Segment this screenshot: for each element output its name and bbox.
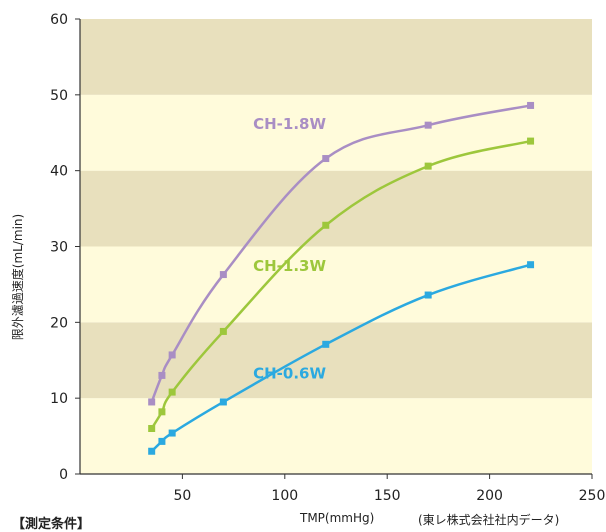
- data-point-CH-1.3W: [424, 162, 432, 170]
- data-point-CH-0.6W: [322, 340, 330, 348]
- y-tick-labels: 0 10 20 30 40 50 60: [50, 12, 68, 483]
- data-point-CH-0.6W: [527, 261, 535, 269]
- data-point-CH-1.3W: [527, 137, 535, 145]
- y-tick-label: 10: [50, 391, 68, 407]
- axes: [75, 18, 593, 479]
- source-note: (東レ株式会社社内データ): [418, 513, 560, 527]
- band-0-10: [80, 398, 592, 474]
- band-10-20: [80, 322, 592, 399]
- band-40-50: [80, 94, 592, 171]
- data-point-CH-1.8W: [219, 271, 227, 279]
- series-label-CH-1.3W: CH-1.3W: [253, 257, 326, 275]
- data-point-CH-1.3W: [158, 408, 166, 416]
- band-50-60: [80, 19, 592, 95]
- data-point-CH-0.6W: [158, 437, 166, 445]
- x-tick-label: 100: [271, 488, 298, 504]
- data-point-CH-1.3W: [148, 425, 156, 432]
- data-point-CH-1.8W: [527, 101, 535, 109]
- data-point-CH-1.8W: [148, 398, 156, 406]
- data-point-CH-1.3W: [219, 327, 227, 335]
- x-axis-title: TMP(mmHg): [300, 511, 375, 525]
- data-point-CH-1.3W: [168, 388, 176, 396]
- y-tick-label: 0: [59, 467, 68, 483]
- x-tick-label: 250: [579, 488, 606, 504]
- band-20-30: [80, 246, 592, 323]
- data-point-CH-0.6W: [424, 291, 432, 299]
- data-point-CH-1.8W: [322, 155, 330, 163]
- x-tick-labels: 50 100 150 200 250: [173, 488, 605, 504]
- y-axis-title: 限外濾過速度(mL/min): [10, 214, 25, 340]
- band-30-40: [80, 170, 592, 247]
- y-tick-label: 30: [50, 240, 68, 256]
- series-points: [148, 101, 535, 455]
- series-labels: CH-1.8W CH-1.3W CH-0.6W: [253, 115, 326, 382]
- series-label-CH-0.6W: CH-0.6W: [253, 364, 326, 382]
- background-bands: [80, 19, 592, 474]
- data-point-CH-1.8W: [168, 351, 176, 359]
- y-tick-label: 50: [50, 88, 68, 104]
- data-point-CH-0.6W: [148, 447, 156, 455]
- data-point-CH-1.8W: [424, 121, 432, 129]
- x-tick-label: 150: [374, 488, 401, 504]
- y-tick-label: 20: [50, 315, 68, 331]
- y-tick-label: 40: [50, 164, 68, 180]
- data-point-CH-1.8W: [158, 371, 166, 379]
- data-point-CH-0.6W: [168, 429, 176, 437]
- y-tick-label: 60: [50, 12, 68, 28]
- conditions-heading: 【測定条件】: [12, 517, 91, 532]
- data-point-CH-0.6W: [219, 398, 227, 406]
- x-tick-label: 50: [173, 488, 191, 504]
- data-point-CH-1.3W: [322, 221, 330, 229]
- series-label-CH-1.8W: CH-1.8W: [253, 115, 326, 133]
- x-tick-label: 200: [476, 488, 503, 504]
